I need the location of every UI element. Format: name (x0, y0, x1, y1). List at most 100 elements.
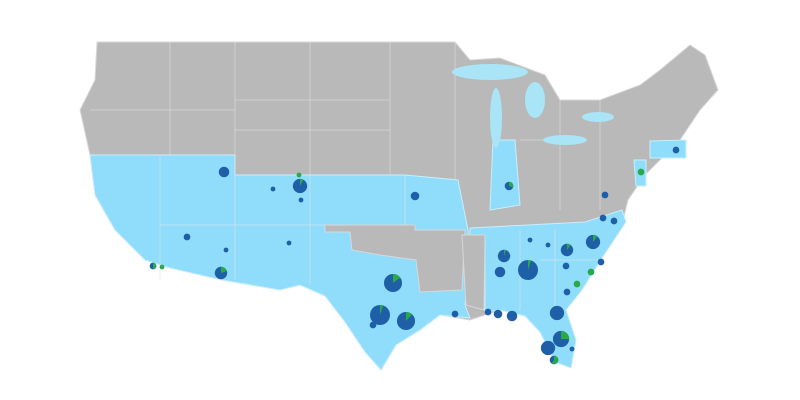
marker-primary-share (563, 288, 571, 296)
marker-secondary-share (221, 266, 227, 273)
city-marker[interactable] (383, 273, 403, 293)
city-marker[interactable] (484, 308, 492, 316)
city-marker[interactable] (410, 191, 420, 201)
city-marker[interactable] (494, 266, 506, 278)
marker-secondary-share (593, 234, 598, 242)
region-indiana[interactable] (489, 139, 521, 211)
marker-primary-share (540, 340, 556, 356)
marker-primary-share (672, 146, 680, 154)
city-marker[interactable] (569, 346, 575, 352)
city-marker[interactable] (527, 237, 533, 243)
marker-primary-share (159, 264, 165, 270)
lake-ontario (582, 112, 614, 122)
region-mississippi[interactable] (461, 234, 486, 311)
marker-primary-share (218, 166, 230, 178)
city-marker[interactable] (518, 260, 538, 280)
marker-secondary-share (567, 243, 571, 250)
city-marker[interactable] (585, 234, 601, 250)
city-marker[interactable] (506, 310, 518, 322)
city-marker[interactable] (369, 321, 377, 329)
marker-primary-share (493, 309, 503, 319)
marker-primary-share (569, 346, 575, 352)
marker-primary-share (601, 191, 609, 199)
city-marker[interactable] (183, 233, 191, 241)
marker-primary-share (296, 172, 302, 178)
marker-primary-share (410, 191, 420, 201)
city-marker[interactable] (563, 288, 571, 296)
city-marker[interactable] (223, 247, 229, 253)
marker-primary-share (286, 240, 292, 246)
city-marker[interactable] (497, 249, 511, 263)
city-marker[interactable] (270, 186, 276, 192)
city-marker[interactable] (560, 243, 574, 257)
marker-secondary-share (300, 178, 304, 186)
region-west-plains-south[interactable] (89, 154, 471, 371)
city-marker[interactable] (218, 166, 230, 178)
marker-primary-share (545, 242, 551, 248)
city-marker[interactable] (292, 178, 308, 194)
marker-primary-share (549, 305, 565, 321)
city-marker[interactable] (545, 242, 551, 248)
marker-secondary-share (561, 330, 570, 339)
city-marker[interactable] (637, 168, 645, 176)
city-marker[interactable] (601, 191, 609, 199)
city-marker[interactable] (587, 268, 595, 276)
city-marker[interactable] (159, 264, 165, 270)
city-marker[interactable] (286, 240, 292, 246)
marker-secondary-share (528, 260, 532, 270)
city-marker[interactable] (540, 340, 556, 356)
marker-secondary-share (380, 305, 384, 315)
city-marker[interactable] (396, 311, 416, 331)
marker-primary-share (597, 258, 605, 266)
city-marker[interactable] (573, 280, 581, 288)
marker-primary-share (573, 280, 581, 288)
marker-primary-share (637, 168, 645, 176)
marker-primary-share (599, 214, 607, 222)
city-marker[interactable] (298, 197, 304, 203)
city-marker[interactable] (504, 181, 514, 191)
marker-secondary-share (153, 262, 157, 270)
city-marker[interactable] (149, 262, 157, 270)
city-marker[interactable] (610, 217, 618, 225)
city-marker[interactable] (549, 305, 565, 321)
region-southeast[interactable] (469, 209, 627, 369)
marker-primary-share (451, 310, 459, 318)
state-borders (90, 42, 601, 310)
marker-secondary-share (504, 249, 506, 256)
city-marker[interactable] (599, 214, 607, 222)
city-marker[interactable] (549, 355, 559, 365)
city-marker[interactable] (370, 305, 390, 325)
region-massachusetts[interactable] (649, 139, 687, 159)
marker-secondary-share (551, 355, 559, 365)
marker-primary-share (369, 321, 377, 329)
city-marker[interactable] (451, 310, 459, 318)
non-highlighted-states (324, 224, 486, 311)
marker-primary-share (494, 266, 506, 278)
city-marker[interactable] (562, 262, 570, 270)
marker-primary-share (484, 308, 492, 316)
city-marker[interactable] (672, 146, 680, 154)
marker-primary-share (610, 217, 618, 225)
marker-primary-share (298, 197, 304, 203)
marker-primary-share (562, 262, 570, 270)
city-marker[interactable] (493, 309, 503, 319)
marker-primary-share (270, 186, 276, 192)
city-marker[interactable] (214, 266, 228, 280)
marker-secondary-share (393, 273, 401, 283)
city-marker[interactable] (296, 172, 302, 178)
city-marker[interactable] (552, 330, 570, 348)
region-oklahoma-arkansas[interactable] (324, 224, 466, 293)
city-marker[interactable] (597, 258, 605, 266)
marker-primary-share (223, 247, 229, 253)
lake-superior (452, 64, 528, 80)
great-lakes (452, 64, 614, 148)
marker-primary-share (527, 237, 533, 243)
lake-michigan (490, 88, 502, 148)
lake-erie (543, 135, 587, 145)
marker-secondary-share (509, 181, 514, 188)
marker-primary-share (587, 268, 595, 276)
marker-secondary-share (406, 311, 413, 321)
marker-primary-share (183, 233, 191, 241)
lake-huron (525, 82, 545, 118)
